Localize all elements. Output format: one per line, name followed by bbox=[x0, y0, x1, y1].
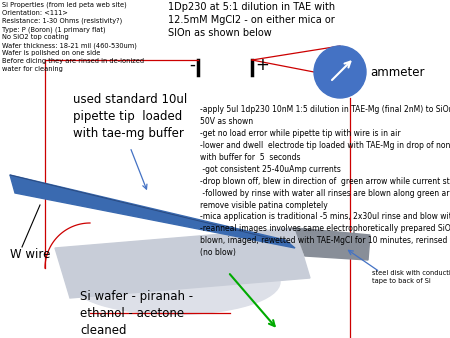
Text: Si Properties (from led peta web site)
Orientation: <111>
Resistance: 1-30 Ohms : Si Properties (from led peta web site) O… bbox=[2, 2, 144, 72]
Text: +: + bbox=[255, 55, 269, 73]
Text: used standard 10ul
pipette tip  loaded
with tae-mg buffer: used standard 10ul pipette tip loaded wi… bbox=[73, 93, 187, 140]
Ellipse shape bbox=[70, 249, 280, 314]
Polygon shape bbox=[55, 228, 310, 298]
Polygon shape bbox=[295, 228, 370, 260]
Text: steel disk with conducti
tape to back of Si: steel disk with conducti tape to back of… bbox=[372, 270, 450, 285]
Circle shape bbox=[314, 46, 366, 98]
Text: 1Dp230 at 5:1 dilution in TAE with
12.5mM MgCl2 - on either mica or
SIOn as show: 1Dp230 at 5:1 dilution in TAE with 12.5m… bbox=[168, 2, 335, 39]
Text: W wire: W wire bbox=[10, 248, 50, 262]
Text: Si wafer - piranah -
ethanol - acetone
cleaned: Si wafer - piranah - ethanol - acetone c… bbox=[80, 290, 193, 337]
Text: -: - bbox=[189, 55, 195, 73]
Polygon shape bbox=[10, 175, 295, 248]
Text: ammeter: ammeter bbox=[370, 66, 424, 78]
Text: -apply 5ul 1dp230 10nM 1:5 dilution in TAE-Mg (final 2nM) to SiOn surface - used: -apply 5ul 1dp230 10nM 1:5 dilution in T… bbox=[200, 105, 450, 257]
